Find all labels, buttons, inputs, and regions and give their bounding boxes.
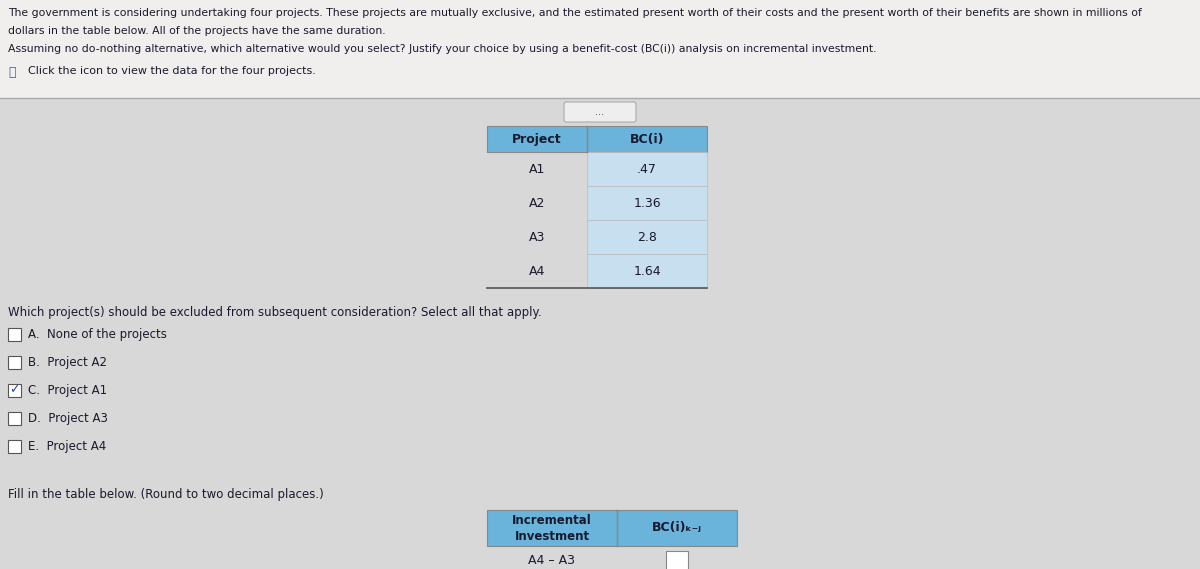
Text: E.  Project A4: E. Project A4 bbox=[28, 439, 107, 452]
Bar bbox=[666, 551, 688, 569]
Bar bbox=[587, 152, 707, 186]
Bar bbox=[8, 328, 22, 340]
Text: B.  Project A2: B. Project A2 bbox=[28, 356, 107, 369]
Bar bbox=[587, 126, 707, 152]
Text: 1.64: 1.64 bbox=[634, 265, 661, 278]
Text: Which project(s) should be excluded from subsequent consideration? Select all th: Which project(s) should be excluded from… bbox=[8, 306, 541, 319]
Text: A3: A3 bbox=[529, 230, 545, 244]
Text: Project: Project bbox=[512, 133, 562, 146]
Text: C.  Project A1: C. Project A1 bbox=[28, 384, 107, 397]
Text: ✓: ✓ bbox=[10, 384, 19, 397]
Text: Click the icon to view the data for the four projects.: Click the icon to view the data for the … bbox=[28, 66, 316, 76]
Bar bbox=[8, 411, 22, 424]
Text: Assuming no do-nothing alternative, which alternative would you select? Justify : Assuming no do-nothing alternative, whic… bbox=[8, 44, 876, 54]
Text: A4: A4 bbox=[529, 265, 545, 278]
Text: ⬛: ⬛ bbox=[8, 66, 16, 79]
Bar bbox=[8, 384, 22, 397]
Text: .47: .47 bbox=[637, 163, 656, 175]
Text: A.  None of the projects: A. None of the projects bbox=[28, 328, 167, 340]
Text: Incremental
Investment: Incremental Investment bbox=[512, 513, 592, 542]
Bar bbox=[0, 0, 1200, 98]
Text: BC(i): BC(i) bbox=[630, 133, 665, 146]
Text: dollars in the table below. All of the projects have the same duration.: dollars in the table below. All of the p… bbox=[8, 26, 385, 36]
Text: BC(i)ₖ₋ⱼ: BC(i)ₖ₋ⱼ bbox=[652, 522, 702, 534]
Text: D.  Project A3: D. Project A3 bbox=[28, 411, 108, 424]
Bar bbox=[487, 510, 617, 546]
Bar bbox=[587, 186, 707, 220]
FancyBboxPatch shape bbox=[564, 102, 636, 122]
Text: A1: A1 bbox=[529, 163, 545, 175]
Text: 2.8: 2.8 bbox=[637, 230, 656, 244]
Bar bbox=[8, 356, 22, 369]
Bar bbox=[587, 254, 707, 288]
Text: The government is considering undertaking four projects. These projects are mutu: The government is considering undertakin… bbox=[8, 8, 1142, 18]
Bar bbox=[8, 439, 22, 452]
Bar bbox=[487, 126, 587, 152]
Text: A2: A2 bbox=[529, 196, 545, 209]
Text: Fill in the table below. (Round to two decimal places.): Fill in the table below. (Round to two d… bbox=[8, 488, 324, 501]
Text: A4 – A3: A4 – A3 bbox=[528, 555, 576, 567]
Bar bbox=[587, 220, 707, 254]
Bar bbox=[617, 510, 737, 546]
Text: 1.36: 1.36 bbox=[634, 196, 661, 209]
Text: ...: ... bbox=[595, 107, 605, 117]
